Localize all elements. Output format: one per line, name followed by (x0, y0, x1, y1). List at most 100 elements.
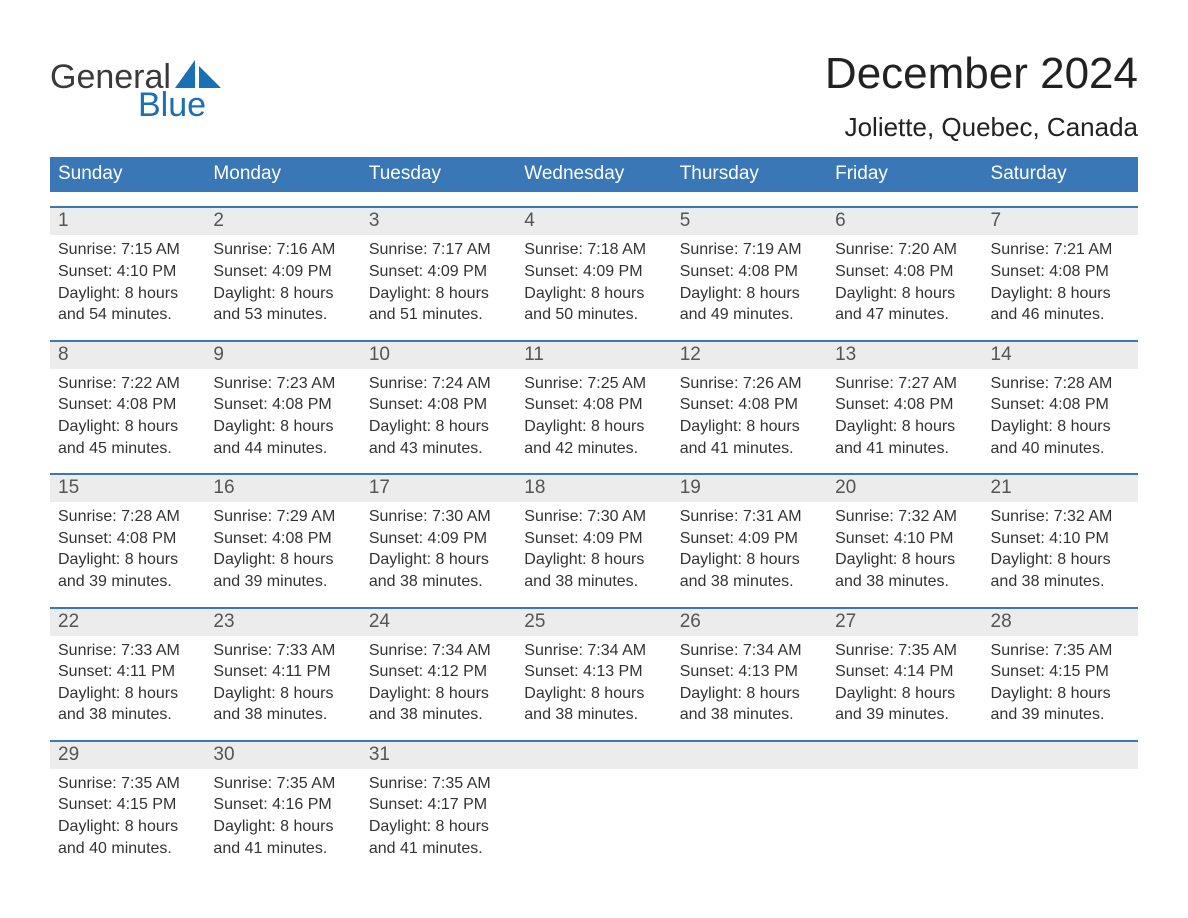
daylight-line1: Daylight: 8 hours (835, 283, 974, 305)
sunrise-line: Sunrise: 7:23 AM (213, 373, 352, 395)
sunset-line: Sunset: 4:09 PM (213, 261, 352, 283)
sunrise-line: Sunrise: 7:35 AM (369, 773, 508, 795)
header: General Blue December 2024 Joliette, Que… (50, 50, 1138, 143)
daylight-line2: and 38 minutes. (680, 571, 819, 593)
day-info: Sunrise: 7:23 AMSunset: 4:08 PMDaylight:… (205, 369, 360, 459)
day-number: 10 (361, 342, 516, 369)
day-info: Sunrise: 7:18 AMSunset: 4:09 PMDaylight:… (516, 235, 671, 325)
sunset-line: Sunset: 4:09 PM (524, 528, 663, 550)
day-info: Sunrise: 7:22 AMSunset: 4:08 PMDaylight:… (50, 369, 205, 459)
daylight-line2: and 38 minutes. (680, 704, 819, 726)
day-info: Sunrise: 7:30 AMSunset: 4:09 PMDaylight:… (361, 502, 516, 592)
sunset-line: Sunset: 4:09 PM (369, 261, 508, 283)
daylight-line1: Daylight: 8 hours (835, 549, 974, 571)
day-info: Sunrise: 7:16 AMSunset: 4:09 PMDaylight:… (205, 235, 360, 325)
sunrise-line: Sunrise: 7:34 AM (680, 640, 819, 662)
day-number: 21 (983, 475, 1138, 502)
day-number: 28 (983, 609, 1138, 636)
daylight-line1: Daylight: 8 hours (524, 283, 663, 305)
day-number: 29 (50, 742, 205, 769)
dow-cell: Friday (827, 157, 982, 192)
daylight-line2: and 46 minutes. (991, 304, 1130, 326)
day-number: 4 (516, 208, 671, 235)
dow-cell: Tuesday (361, 157, 516, 192)
dow-cell: Saturday (983, 157, 1138, 192)
daylight-line1: Daylight: 8 hours (213, 816, 352, 838)
day-info: Sunrise: 7:15 AMSunset: 4:10 PMDaylight:… (50, 235, 205, 325)
info-row: Sunrise: 7:33 AMSunset: 4:11 PMDaylight:… (50, 636, 1138, 726)
daylight-line2: and 50 minutes. (524, 304, 663, 326)
daylight-line1: Daylight: 8 hours (524, 416, 663, 438)
daylight-line1: Daylight: 8 hours (680, 549, 819, 571)
sunset-line: Sunset: 4:08 PM (213, 528, 352, 550)
info-row: Sunrise: 7:35 AMSunset: 4:15 PMDaylight:… (50, 769, 1138, 859)
daylight-line1: Daylight: 8 hours (680, 416, 819, 438)
daylight-line1: Daylight: 8 hours (835, 416, 974, 438)
day-info: Sunrise: 7:35 AMSunset: 4:16 PMDaylight:… (205, 769, 360, 859)
daylight-line2: and 41 minutes. (369, 838, 508, 860)
daylight-line1: Daylight: 8 hours (213, 283, 352, 305)
daynum-row: 22232425262728 (50, 607, 1138, 636)
sunrise-line: Sunrise: 7:27 AM (835, 373, 974, 395)
daylight-line1: Daylight: 8 hours (213, 683, 352, 705)
daylight-line2: and 45 minutes. (58, 438, 197, 460)
day-number (983, 742, 1138, 769)
day-number: 9 (205, 342, 360, 369)
daylight-line1: Daylight: 8 hours (58, 283, 197, 305)
daylight-line2: and 41 minutes. (835, 438, 974, 460)
logo: General Blue (50, 60, 221, 122)
day-info: Sunrise: 7:35 AMSunset: 4:14 PMDaylight:… (827, 636, 982, 726)
day-number: 20 (827, 475, 982, 502)
sunset-line: Sunset: 4:11 PM (213, 661, 352, 683)
daylight-line1: Daylight: 8 hours (369, 549, 508, 571)
daylight-line2: and 39 minutes. (58, 571, 197, 593)
daylight-line2: and 38 minutes. (369, 704, 508, 726)
daylight-line1: Daylight: 8 hours (991, 283, 1130, 305)
daylight-line1: Daylight: 8 hours (369, 416, 508, 438)
daynum-row: 15161718192021 (50, 473, 1138, 502)
day-info: Sunrise: 7:19 AMSunset: 4:08 PMDaylight:… (672, 235, 827, 325)
sunset-line: Sunset: 4:08 PM (680, 394, 819, 416)
day-number: 24 (361, 609, 516, 636)
daylight-line1: Daylight: 8 hours (835, 683, 974, 705)
week-row: 293031Sunrise: 7:35 AMSunset: 4:15 PMDay… (50, 740, 1138, 859)
daylight-line1: Daylight: 8 hours (58, 816, 197, 838)
week-row: 891011121314Sunrise: 7:22 AMSunset: 4:08… (50, 340, 1138, 459)
day-number: 25 (516, 609, 671, 636)
daylight-line2: and 41 minutes. (680, 438, 819, 460)
daylight-line2: and 38 minutes. (524, 571, 663, 593)
sunset-line: Sunset: 4:15 PM (991, 661, 1130, 683)
daylight-line1: Daylight: 8 hours (991, 416, 1130, 438)
daylight-line2: and 40 minutes. (991, 438, 1130, 460)
day-info: Sunrise: 7:34 AMSunset: 4:13 PMDaylight:… (672, 636, 827, 726)
daynum-row: 293031 (50, 740, 1138, 769)
daylight-line2: and 38 minutes. (991, 571, 1130, 593)
day-info: Sunrise: 7:28 AMSunset: 4:08 PMDaylight:… (50, 502, 205, 592)
day-number: 18 (516, 475, 671, 502)
sunrise-line: Sunrise: 7:18 AM (524, 239, 663, 261)
day-info: Sunrise: 7:25 AMSunset: 4:08 PMDaylight:… (516, 369, 671, 459)
day-number (672, 742, 827, 769)
info-row: Sunrise: 7:28 AMSunset: 4:08 PMDaylight:… (50, 502, 1138, 592)
daylight-line1: Daylight: 8 hours (524, 683, 663, 705)
day-info: Sunrise: 7:35 AMSunset: 4:15 PMDaylight:… (50, 769, 205, 859)
daylight-line2: and 49 minutes. (680, 304, 819, 326)
week-row: 15161718192021Sunrise: 7:28 AMSunset: 4:… (50, 473, 1138, 592)
day-info: Sunrise: 7:26 AMSunset: 4:08 PMDaylight:… (672, 369, 827, 459)
day-number (827, 742, 982, 769)
info-row: Sunrise: 7:15 AMSunset: 4:10 PMDaylight:… (50, 235, 1138, 325)
daylight-line2: and 47 minutes. (835, 304, 974, 326)
sunrise-line: Sunrise: 7:32 AM (835, 506, 974, 528)
sunrise-line: Sunrise: 7:29 AM (213, 506, 352, 528)
day-number: 11 (516, 342, 671, 369)
daylight-line1: Daylight: 8 hours (680, 283, 819, 305)
day-number: 31 (361, 742, 516, 769)
sunset-line: Sunset: 4:08 PM (213, 394, 352, 416)
sunset-line: Sunset: 4:08 PM (835, 261, 974, 283)
sunset-line: Sunset: 4:08 PM (58, 394, 197, 416)
sunrise-line: Sunrise: 7:21 AM (991, 239, 1130, 261)
sunset-line: Sunset: 4:12 PM (369, 661, 508, 683)
dow-cell: Wednesday (516, 157, 671, 192)
daylight-line2: and 51 minutes. (369, 304, 508, 326)
sunrise-line: Sunrise: 7:35 AM (835, 640, 974, 662)
